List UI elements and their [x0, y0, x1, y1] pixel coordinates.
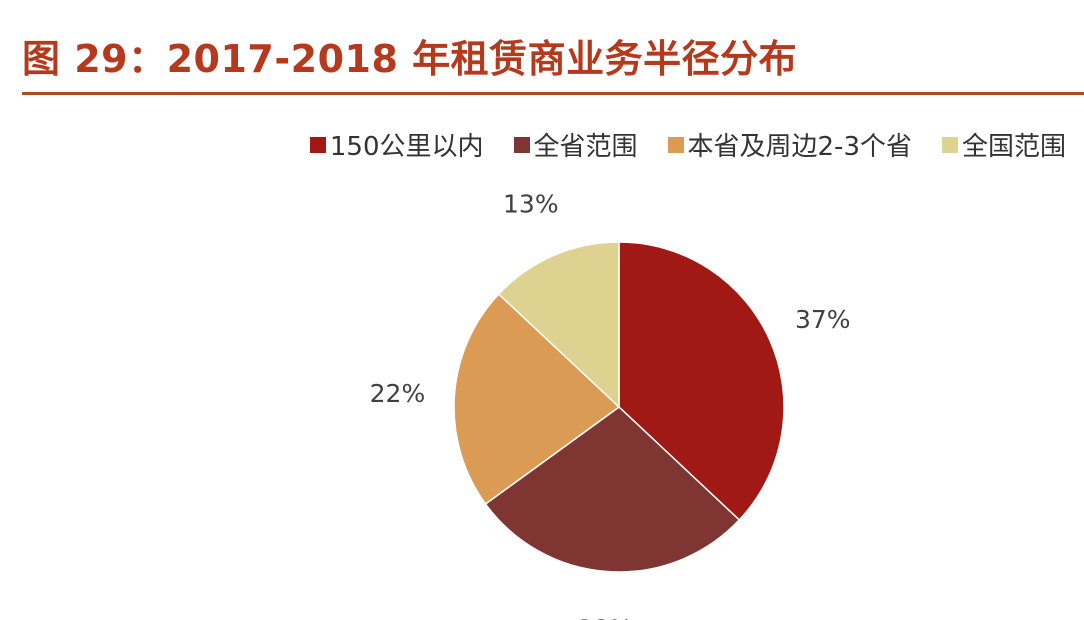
legend-label-neighbor: 本省及周边2-3个省	[687, 132, 912, 162]
slice-national	[497, 241, 620, 409]
legend-swatch-national	[941, 136, 958, 153]
legend-label-national: 全国范围	[961, 132, 1066, 162]
legend-item-province: 全省范围	[513, 126, 638, 163]
title-divider	[22, 92, 1084, 95]
slice-neighbor	[453, 292, 621, 506]
legend-swatch-150km	[309, 136, 326, 153]
legend-label-150km: 150公里以内	[329, 132, 484, 162]
legend-item-150km: 150公里以内	[309, 126, 484, 163]
legend-swatch-neighbor	[667, 136, 684, 153]
data-label-province: 28%	[577, 615, 633, 620]
legend-swatch-province	[513, 136, 530, 153]
data-label-150km: 37%	[795, 305, 851, 334]
legend-item-neighbor: 本省及周边2-3个省	[667, 126, 912, 163]
chart-title: 图 29：2017-2018 年租赁商业务半径分布	[22, 37, 798, 81]
chart-legend: 150公里以内 全省范围 本省及周边2-3个省 全国范围	[309, 126, 1066, 163]
legend-label-province: 全省范围	[533, 132, 638, 162]
legend-item-national: 全国范围	[941, 126, 1066, 163]
data-label-neighbor: 22%	[370, 379, 426, 408]
data-label-national: 13%	[503, 189, 559, 218]
slice-150km	[618, 241, 785, 522]
slice-province	[484, 406, 741, 573]
